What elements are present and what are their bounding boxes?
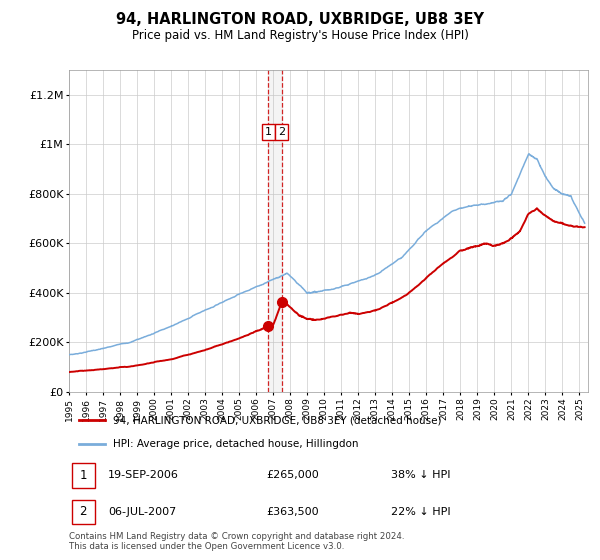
Text: 22% ↓ HPI: 22% ↓ HPI	[391, 507, 451, 517]
FancyBboxPatch shape	[71, 500, 95, 524]
Text: 19-SEP-2006: 19-SEP-2006	[108, 470, 179, 480]
Bar	[268, 70, 282, 392]
Text: 94, HARLINGTON ROAD, UXBRIDGE, UB8 3EY: 94, HARLINGTON ROAD, UXBRIDGE, UB8 3EY	[116, 12, 484, 27]
Text: 2: 2	[80, 505, 87, 519]
Text: Contains HM Land Registry data © Crown copyright and database right 2024.: Contains HM Land Registry data © Crown c…	[69, 532, 404, 541]
Text: 94, HARLINGTON ROAD, UXBRIDGE, UB8 3EY (detached house): 94, HARLINGTON ROAD, UXBRIDGE, UB8 3EY (…	[113, 415, 442, 425]
Text: 38% ↓ HPI: 38% ↓ HPI	[391, 470, 450, 480]
FancyBboxPatch shape	[71, 463, 95, 488]
Text: HPI: Average price, detached house, Hillingdon: HPI: Average price, detached house, Hill…	[113, 439, 359, 449]
Text: £363,500: £363,500	[266, 507, 319, 517]
Text: Price paid vs. HM Land Registry's House Price Index (HPI): Price paid vs. HM Land Registry's House …	[131, 29, 469, 42]
Text: £265,000: £265,000	[266, 470, 319, 480]
Text: 2: 2	[278, 127, 285, 137]
Text: 1: 1	[265, 127, 272, 137]
Text: 1: 1	[80, 469, 87, 482]
Text: This data is licensed under the Open Government Licence v3.0.: This data is licensed under the Open Gov…	[69, 542, 344, 551]
Text: 06-JUL-2007: 06-JUL-2007	[108, 507, 176, 517]
